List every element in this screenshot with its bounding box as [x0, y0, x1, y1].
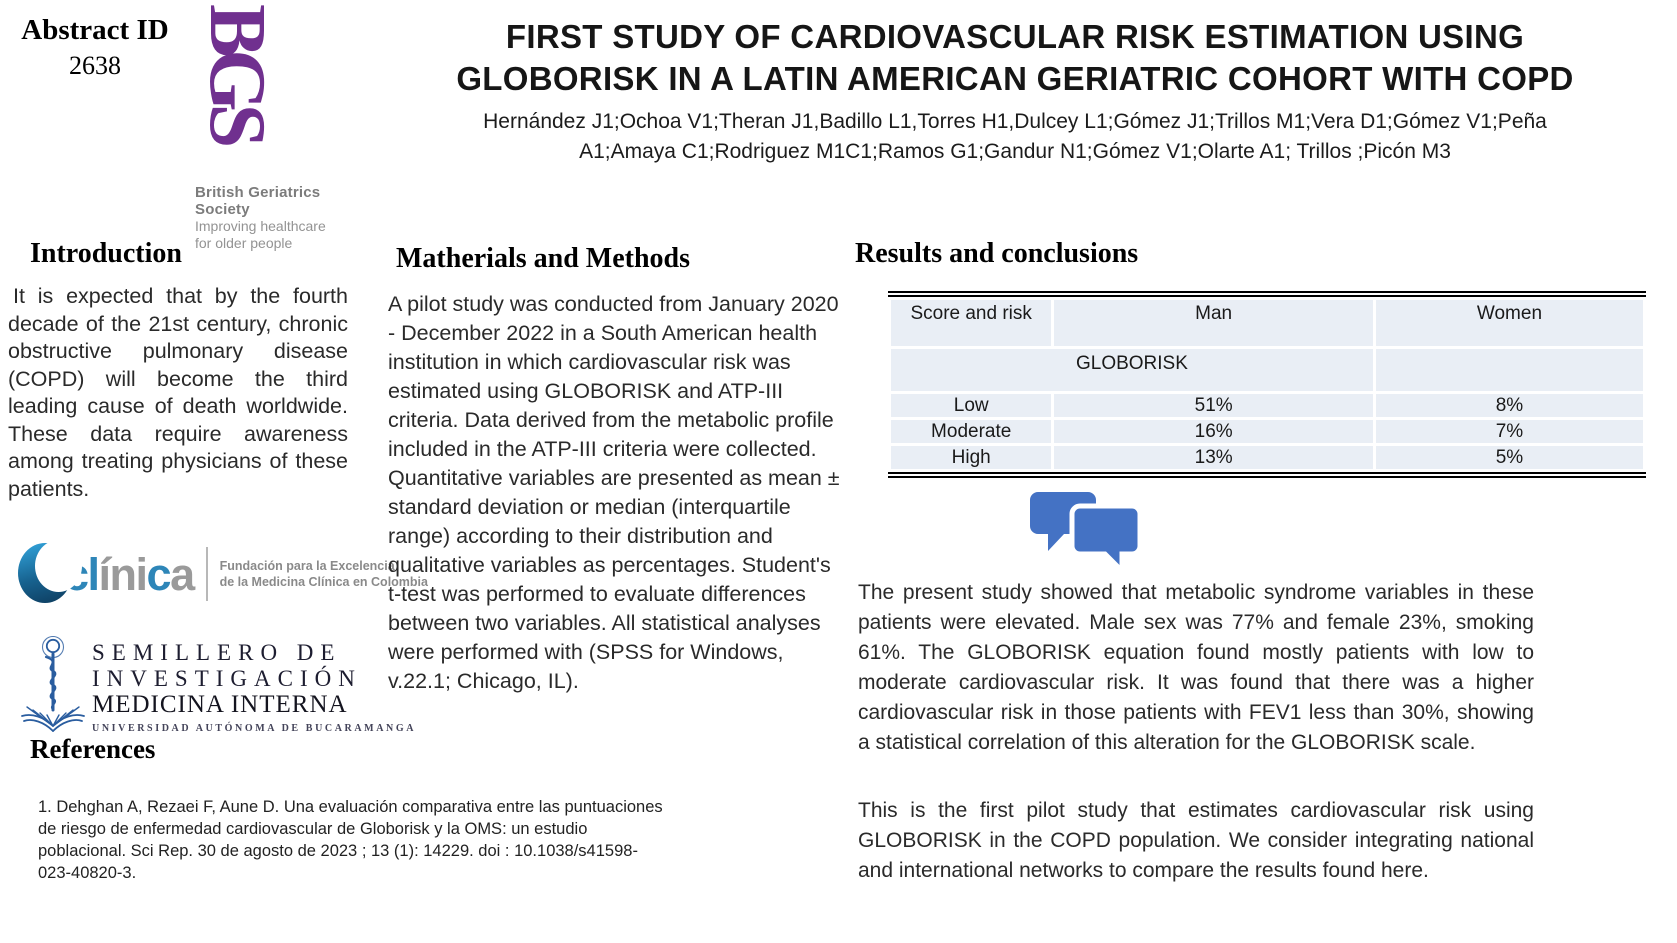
bgs-society-name: British Geriatrics Society	[195, 184, 321, 218]
references-heading: References	[30, 734, 156, 764]
semillero-line1: SEMILLERO DE	[92, 639, 342, 665]
table-group-label: GLOBORISK	[891, 349, 1373, 391]
title-line-2: GLOBORISK IN A LATIN AMERICAN GERIATRIC …	[456, 59, 1574, 97]
introduction-body: It is expected that by the fourth decade…	[8, 284, 348, 501]
semillero-line3: MEDICINA INTERNA	[92, 691, 348, 719]
table-cell-moderate: Moderate	[891, 420, 1052, 443]
references-entry: 1. Dehghan A, Rezaei F, Aune D. Una eval…	[38, 798, 663, 882]
semillero-line4: UNIVERSIDAD AUTÓNOMA DE BUCARAMANGA	[92, 723, 417, 735]
bgs-logo-acronym: BGS	[193, 4, 281, 141]
table-cell-high: High	[891, 446, 1052, 469]
clinica-org-line1: Fundación para la Excelencia	[219, 558, 395, 573]
table-cell-high-women: 5%	[1375, 446, 1643, 469]
semillero-text: SEMILLERO DE INVESTIGACIÓN MEDICINA INTE…	[92, 640, 416, 734]
caduceus-book-icon	[21, 636, 85, 732]
authors-line-1: Hernández J1;Ochoa V1;Theran J1,Badillo …	[483, 110, 1547, 134]
table-cell-low-women: 8%	[1375, 394, 1643, 417]
title-block: FIRST STUDY OF CARDIOVASCULAR RISK ESTIM…	[365, 16, 1665, 166]
semillero-line2: INVESTIGACIÓN	[92, 665, 362, 691]
bgs-logo: BGS British Geriatrics Society Improving…	[193, 4, 370, 251]
table-cell-high-man: 13%	[1054, 446, 1373, 469]
table-cell-moderate-women: 7%	[1375, 420, 1643, 443]
results-table: Score and risk Man Women GLOBORISK Low 5…	[888, 291, 1646, 478]
authors-line-2: A1;Amaya C1;Rodriguez M1C1;Ramos G1;Gand…	[579, 139, 1451, 163]
abstract-id-block: Abstract ID 2638	[16, 14, 174, 81]
authors: Hernández J1;Ochoa V1;Theran J1,Badillo …	[365, 107, 1665, 166]
table-row: Moderate 16% 7%	[891, 420, 1643, 443]
clinica-wordmark-part4: a	[170, 548, 195, 600]
table-header-row: Score and risk Man Women	[891, 300, 1643, 346]
table-header-man: Man	[1054, 300, 1373, 346]
clinica-wordmark-part2: íni	[98, 548, 149, 600]
table-row: Low 51% 8%	[891, 394, 1643, 417]
abstract-id-value: 2638	[69, 51, 121, 80]
table-header-score-and-risk: Score and risk	[891, 300, 1052, 346]
results-heading: Results and conclusions	[855, 238, 1139, 269]
table-cell-low: Low	[891, 394, 1052, 417]
table-group-empty-cell	[1375, 349, 1643, 391]
clinica-wordmark-part3: c	[146, 548, 172, 600]
title-line-1: FIRST STUDY OF CARDIOVASCULAR RISK ESTIM…	[505, 18, 1525, 55]
clinica-logo: clínica Fundación para la Excelencia de …	[18, 540, 428, 605]
table-group-row: GLOBORISK	[891, 349, 1643, 391]
introduction-heading: Introduction	[30, 238, 182, 269]
clinica-wordmark: clínica	[64, 548, 195, 600]
page-title: FIRST STUDY OF CARDIOVASCULAR RISK ESTIM…	[365, 16, 1665, 99]
table-header-women: Women	[1375, 300, 1643, 346]
chat-bubbles-icon	[1028, 490, 1148, 578]
results-paragraph-1: The present study showed that metabolic …	[858, 581, 1534, 754]
results-paragraph-2: This is the first pilot study that estim…	[858, 799, 1534, 882]
table-cell-low-man: 51%	[1054, 394, 1373, 417]
clinica-divider	[205, 547, 208, 601]
methods-heading: Matherials and Methods	[396, 243, 690, 274]
semillero-logo: SEMILLERO DE INVESTIGACIÓN MEDICINA INTE…	[20, 636, 416, 738]
clinica-org-line2: de la Medicina Clínica en Colombia	[219, 575, 428, 589]
crescent-swoosh-icon	[18, 540, 82, 605]
bgs-tagline-line1: Improving healthcare	[195, 218, 326, 234]
clinica-org-text: Fundación para la Excelencia de la Medic…	[220, 558, 428, 591]
abstract-id-label: Abstract ID	[21, 14, 169, 46]
methods-body: A pilot study was conducted from January…	[388, 292, 840, 693]
table-cell-moderate-man: 16%	[1054, 420, 1373, 443]
bgs-tagline-line2: for older people	[195, 234, 293, 251]
table-row: High 13% 5%	[891, 446, 1643, 469]
